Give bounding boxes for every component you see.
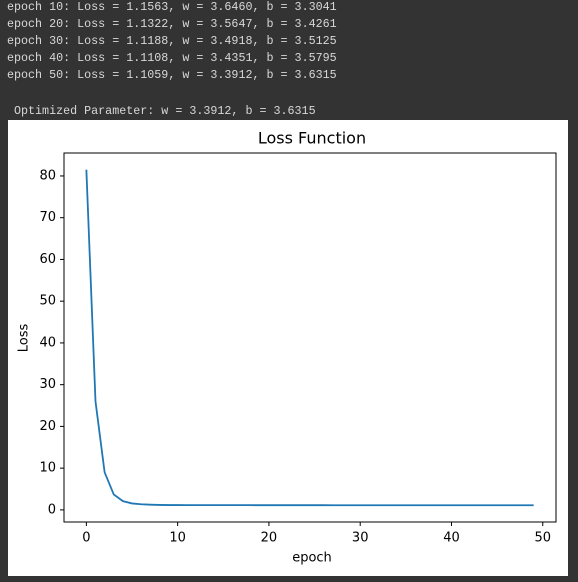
x-tick-label: 40 <box>443 531 460 546</box>
chart-title: Loss Function <box>258 129 366 148</box>
x-tick-label: 50 <box>534 531 551 546</box>
y-tick-label: 70 <box>39 210 56 225</box>
y-tick-label: 10 <box>39 461 56 476</box>
x-tick-label: 20 <box>261 531 278 546</box>
chart: Loss Function epoch Loss 0 10 20 30 40 50 60 70… <box>17 129 557 566</box>
console-line: epoch 10: Loss = 1.1563, w = 3.6460, b =… <box>7 0 337 14</box>
console-line: epoch 30: Loss = 1.1188, w = 3.4918, b =… <box>7 34 337 48</box>
console-line: epoch 50: Loss = 1.1059, w = 3.3912, b =… <box>7 68 337 82</box>
y-tick-label: 60 <box>39 252 56 267</box>
y-tick-label: 30 <box>39 377 56 392</box>
x-axis-label: epoch <box>292 551 332 566</box>
result-line: Optimized Parameter: w = 3.3912, b = 3.6… <box>14 104 316 118</box>
loss-line <box>85 169 534 507</box>
y-tick-label: 0 <box>48 502 56 517</box>
y-axis-label: Loss <box>17 324 32 353</box>
y-tick-label: 50 <box>39 294 56 309</box>
figure: Loss Function epoch Loss 0 10 20 30 40 50 60 70… <box>8 120 568 576</box>
y-tick-label: 80 <box>39 168 56 183</box>
x-tick-label: 30 <box>352 531 369 546</box>
y-tick-label: 40 <box>39 335 56 350</box>
x-tick-label: 10 <box>169 531 186 546</box>
y-tick-label: 20 <box>39 419 56 434</box>
console-line: epoch 20: Loss = 1.1322, w = 3.5647, b =… <box>7 17 337 31</box>
x-tick-label: 0 <box>82 531 90 546</box>
plot-frame <box>63 152 557 523</box>
console-line: epoch 40: Loss = 1.1108, w = 3.4351, b =… <box>7 51 337 65</box>
